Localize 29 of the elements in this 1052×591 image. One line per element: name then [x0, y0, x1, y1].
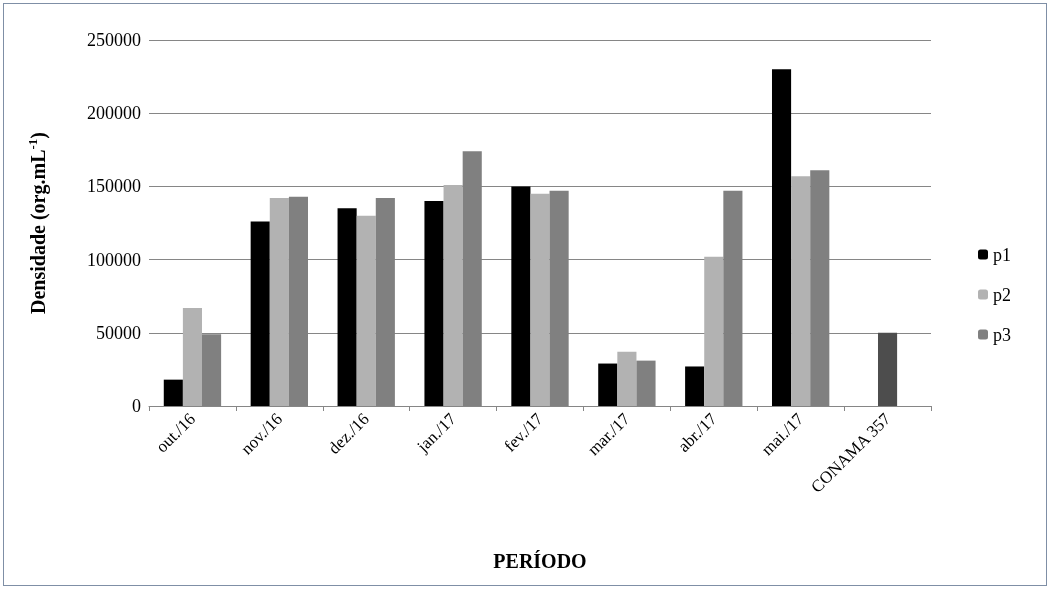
- bar: [250, 221, 270, 406]
- y-tick-label: 200000: [87, 103, 141, 124]
- legend-label: p1: [993, 244, 1011, 265]
- y-tick-label: 150000: [87, 176, 141, 197]
- bar: [598, 363, 618, 406]
- bar: [424, 201, 444, 406]
- bar: [771, 69, 792, 406]
- x-axis-title: PERÍODO: [493, 550, 587, 572]
- y-axis-title: Densidade (org.mL-1): [25, 132, 50, 314]
- bar: [530, 193, 550, 406]
- bar: [511, 186, 531, 406]
- y-tick-label: 250000: [87, 30, 141, 50]
- bar: [617, 351, 637, 406]
- bar: [791, 176, 811, 406]
- bar: [878, 332, 898, 406]
- legend-label: p2: [993, 284, 1011, 305]
- bar: [337, 208, 357, 406]
- y-tick-label: 50000: [96, 322, 141, 343]
- bar: [636, 360, 656, 406]
- bar: [269, 198, 289, 406]
- bar: [163, 379, 183, 406]
- y-tick-label: 100000: [87, 249, 141, 270]
- bar: [443, 184, 463, 406]
- bar: [356, 215, 376, 406]
- bar: [685, 366, 705, 406]
- bar: [704, 256, 724, 406]
- bar: [182, 307, 202, 406]
- legend-label: p3: [993, 324, 1011, 345]
- y-tick-label: 0: [132, 396, 141, 416]
